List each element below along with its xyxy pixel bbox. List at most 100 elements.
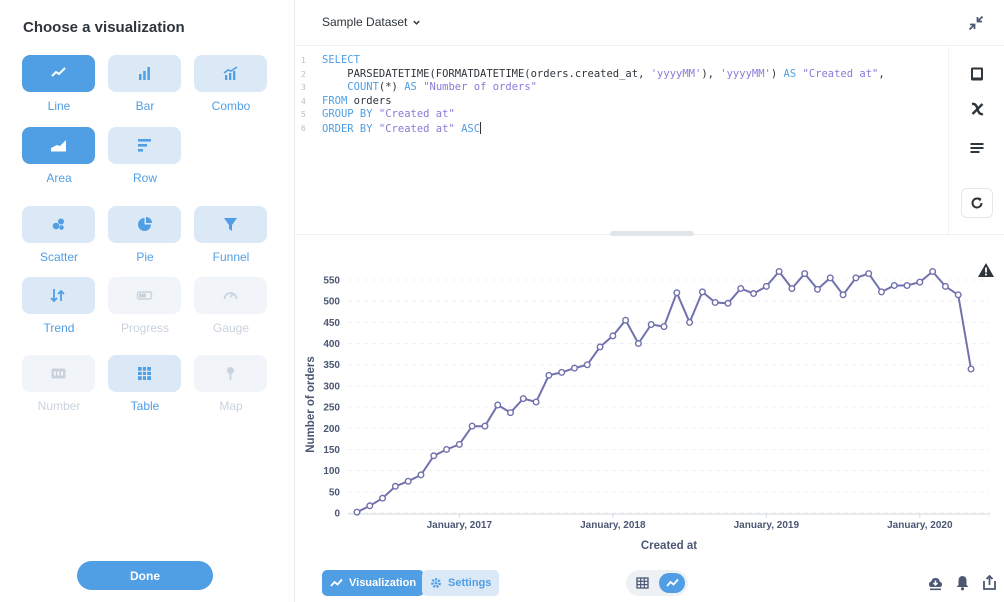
table-icon [138, 367, 151, 380]
line-code: SELECT [322, 54, 360, 66]
viz-option-funnel[interactable]: Funnel [194, 206, 268, 264]
collapse-icon[interactable] [968, 15, 984, 31]
y-tick-label: 400 [323, 339, 340, 350]
footer-actions [927, 574, 998, 591]
viz-option-trend[interactable]: Trend [22, 277, 96, 335]
data-point [417, 471, 425, 479]
viz-option-gauge: Gauge [194, 277, 268, 335]
data-point [954, 291, 962, 299]
viz-option-row[interactable]: Row [108, 127, 182, 185]
viz-label: Row [132, 171, 157, 185]
viz-label: Map [219, 399, 243, 413]
table-view-toggle[interactable] [629, 573, 655, 593]
editor-toolbar [948, 47, 1004, 235]
viz-option-area[interactable]: Area [22, 127, 96, 185]
viz-tile-bar[interactable] [108, 55, 181, 92]
data-point [506, 409, 514, 417]
viz-label: Funnel [212, 250, 250, 264]
refresh-icon [971, 197, 983, 209]
chart-view-toggle[interactable] [659, 573, 685, 593]
visualization-button-label: Visualization [349, 577, 417, 589]
viz-tile-funnel[interactable] [194, 206, 267, 243]
data-point [468, 422, 476, 430]
data-point [443, 445, 451, 453]
line-number: 5 [301, 110, 306, 119]
viz-tile-trend[interactable] [22, 277, 95, 314]
line-icon [51, 67, 66, 77]
data-point [788, 284, 796, 292]
x-tick-label: January, 2018 [580, 520, 646, 531]
warning-icon[interactable] [977, 262, 995, 278]
y-tick-label: 150 [323, 445, 340, 456]
viz-tile-line[interactable] [22, 55, 95, 92]
data-point [583, 361, 591, 369]
x-axis-label: Created at [641, 540, 697, 552]
line-number: 1 [301, 56, 306, 65]
pie-icon [138, 217, 152, 231]
y-tick-label: 500 [323, 297, 340, 308]
display-toggle [626, 570, 688, 596]
run-query-button[interactable] [961, 188, 993, 218]
variables-button[interactable] [961, 94, 993, 124]
dataset-name: Sample Dataset [322, 15, 408, 29]
data-point [545, 371, 553, 379]
main-panel: Sample Dataset 1 SELECT 2 PARSEDATETIME(FO… [296, 0, 1004, 602]
viz-tile-map [194, 355, 267, 392]
viz-tile-area[interactable] [22, 127, 95, 164]
viz-label: Trend [43, 321, 75, 335]
viz-option-scatter[interactable]: Scatter [22, 206, 96, 264]
viz-tile-combo[interactable] [194, 55, 267, 92]
dataset-picker[interactable]: Sample Dataset [322, 15, 421, 29]
viz-tile-pie[interactable] [108, 206, 181, 243]
viz-option-line[interactable]: Line [22, 55, 96, 113]
sql-editor[interactable]: 1 SELECT 2 PARSEDATETIME(FORMATDATETIME(or… [296, 47, 948, 235]
line-number: 3 [301, 83, 306, 92]
viz-option-pie[interactable]: Pie [108, 206, 182, 264]
viz-option-combo[interactable]: Combo [194, 55, 268, 113]
snippets-button[interactable] [961, 133, 993, 163]
snippet-lines-icon [970, 143, 984, 153]
data-point [839, 291, 847, 299]
x-tick-label: January, 2020 [887, 520, 953, 531]
viz-label: Pie [136, 250, 154, 264]
viz-label: Scatter [39, 250, 78, 264]
y-tick-label: 450 [323, 318, 340, 329]
series-line [356, 269, 972, 514]
visualization-button[interactable]: Visualization [322, 570, 425, 596]
book-icon [971, 67, 983, 81]
viz-option-table[interactable]: Table [108, 355, 182, 413]
viz-tile-table[interactable] [108, 355, 181, 392]
done-button[interactable]: Done [77, 561, 213, 590]
line-code: COUNT(*) AS "Number of orders" [347, 81, 537, 93]
data-point [366, 502, 374, 510]
funnel-icon [224, 218, 237, 231]
data-point [609, 332, 617, 340]
data-point [481, 422, 489, 430]
y-tick-label: 300 [323, 381, 340, 392]
data-point [762, 282, 770, 290]
viz-tile-number [22, 355, 95, 392]
data-point [660, 323, 668, 331]
editor-resize-handle[interactable] [610, 231, 694, 236]
viz-tile-row[interactable] [108, 127, 181, 164]
trend-icon [50, 289, 65, 303]
line-chart-icon [330, 578, 343, 587]
share-icon[interactable] [981, 574, 998, 591]
viz-label: Area [46, 171, 72, 185]
data-reference-button[interactable] [961, 59, 993, 89]
viz-option-bar[interactable]: Bar [108, 55, 182, 113]
viz-tile-gauge [194, 277, 267, 314]
data-point [596, 343, 604, 351]
data-point [865, 270, 873, 278]
query-footer: Visualization Settings [296, 562, 1004, 602]
data-point [404, 477, 412, 485]
settings-button[interactable]: Settings [422, 570, 500, 596]
viz-tile-scatter[interactable] [22, 206, 95, 243]
data-point [711, 298, 719, 306]
bell-icon[interactable] [954, 574, 971, 591]
line-code: PARSEDATETIME(FORMATDATETIME(orders.crea… [322, 67, 885, 80]
gear-icon [431, 578, 441, 588]
viz-label: Table [130, 399, 160, 413]
download-icon[interactable] [927, 574, 944, 591]
data-point [967, 365, 975, 373]
